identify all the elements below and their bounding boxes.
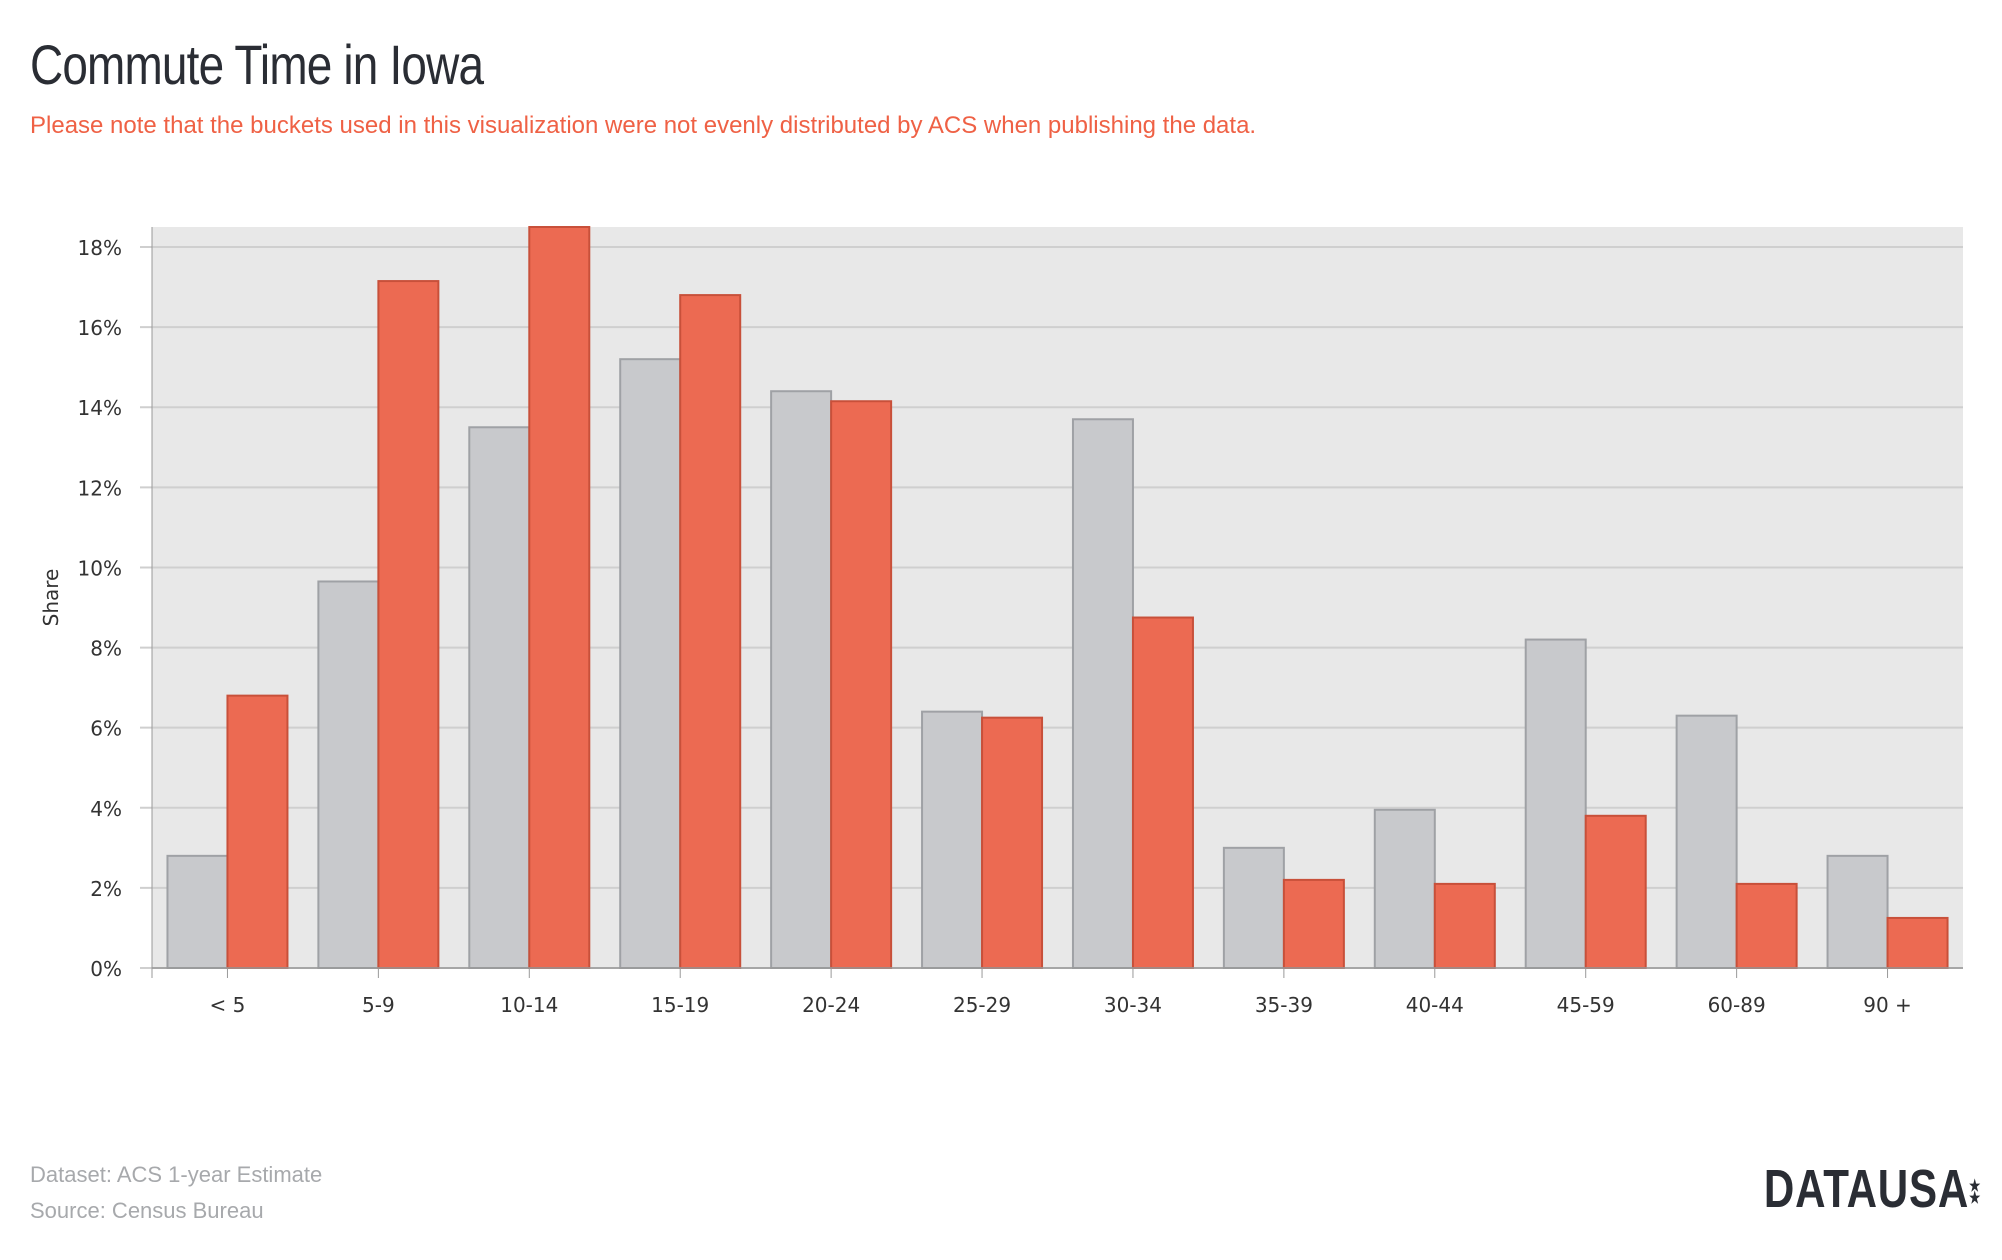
x-tick-label: 25-29 — [953, 993, 1011, 1017]
y-tick-label: 16% — [78, 316, 122, 340]
y-tick-label: 18% — [78, 236, 122, 260]
y-tick-label: 0% — [90, 957, 122, 981]
stars-icon: ★ ★ — [1969, 1177, 1982, 1207]
bars-layer — [166, 226, 1949, 970]
axis-layer: 0% 2% 4% 6% 8% 10% 12% 14% 16% 18% < 5 5-9 10-14 15-1… — [78, 227, 1963, 1017]
bar-series-2[interactable] — [981, 716, 1044, 970]
bar-series-2[interactable] — [1886, 916, 1949, 969]
bar-series-2[interactable] — [1433, 882, 1496, 969]
bar-series-1[interactable] — [1524, 638, 1587, 969]
bar-series-2[interactable] — [1131, 616, 1194, 969]
y-tick-label: 4% — [90, 797, 122, 821]
bar-chart: 0% 2% 4% 6% 8% 10% 12% 14% 16% 18% < 5 5-9 10-14 15-1… — [39, 226, 1963, 1017]
bar-series-1[interactable] — [317, 580, 380, 969]
x-tick-label: 10-14 — [500, 993, 558, 1017]
bar-series-1[interactable] — [619, 358, 682, 969]
bar-series-1[interactable] — [1222, 846, 1285, 969]
bar-series-1[interactable] — [166, 854, 229, 969]
bar-series-2[interactable] — [528, 226, 591, 969]
y-tick-label: 8% — [90, 637, 122, 661]
bar-series-1[interactable] — [468, 426, 531, 969]
bar-series-2[interactable] — [1282, 878, 1345, 970]
y-axis-label: Share — [39, 569, 63, 627]
x-tick-label: 20-24 — [802, 993, 860, 1017]
x-tick-label: 45-59 — [1557, 993, 1615, 1017]
x-tick-label: 90 + — [1863, 993, 1912, 1017]
dataset-note: Dataset: ACS 1-year Estimate — [30, 1162, 323, 1187]
bar-series-1[interactable] — [770, 390, 833, 969]
grid-layer — [140, 246, 1963, 969]
source-note: Source: Census Bureau — [30, 1198, 264, 1223]
bar-series-2[interactable] — [377, 280, 440, 969]
chart-subtitle: Please note that the buckets used in thi… — [30, 112, 1257, 139]
bar-series-1[interactable] — [1071, 418, 1134, 969]
chart-title: Commute Time in Iowa — [30, 33, 484, 96]
x-tick-label: 5-9 — [362, 993, 395, 1017]
bar-series-1[interactable] — [1826, 854, 1889, 969]
plot-background — [152, 227, 1963, 968]
y-tick-label: 6% — [90, 717, 122, 741]
bar-series-2[interactable] — [1584, 814, 1647, 970]
y-tick-label: 12% — [78, 476, 122, 500]
bar-series-2[interactable] — [226, 694, 289, 969]
bar-series-2[interactable] — [830, 400, 893, 970]
x-tick-label: 60-89 — [1708, 993, 1766, 1017]
bar-series-1[interactable] — [1675, 714, 1738, 970]
x-tick-label: 30-34 — [1104, 993, 1162, 1017]
y-tick-label: 2% — [90, 877, 122, 901]
bar-series-2[interactable] — [679, 294, 742, 969]
x-tick-label: 35-39 — [1255, 993, 1313, 1017]
y-tick-label: 10% — [78, 556, 122, 580]
x-tick-label: < 5 — [210, 993, 246, 1017]
bar-series-2[interactable] — [1735, 882, 1798, 969]
x-tick-label: 15-19 — [651, 993, 709, 1017]
y-tick-label: 14% — [78, 396, 122, 420]
logo-text: DATAUSA — [1763, 1159, 1970, 1219]
bar-series-1[interactable] — [921, 710, 984, 969]
bar-series-1[interactable] — [1373, 808, 1436, 970]
datausa-logo[interactable]: DATAUSA★ ★ — [1764, 1158, 1980, 1220]
x-tick-label: 40-44 — [1406, 993, 1464, 1017]
